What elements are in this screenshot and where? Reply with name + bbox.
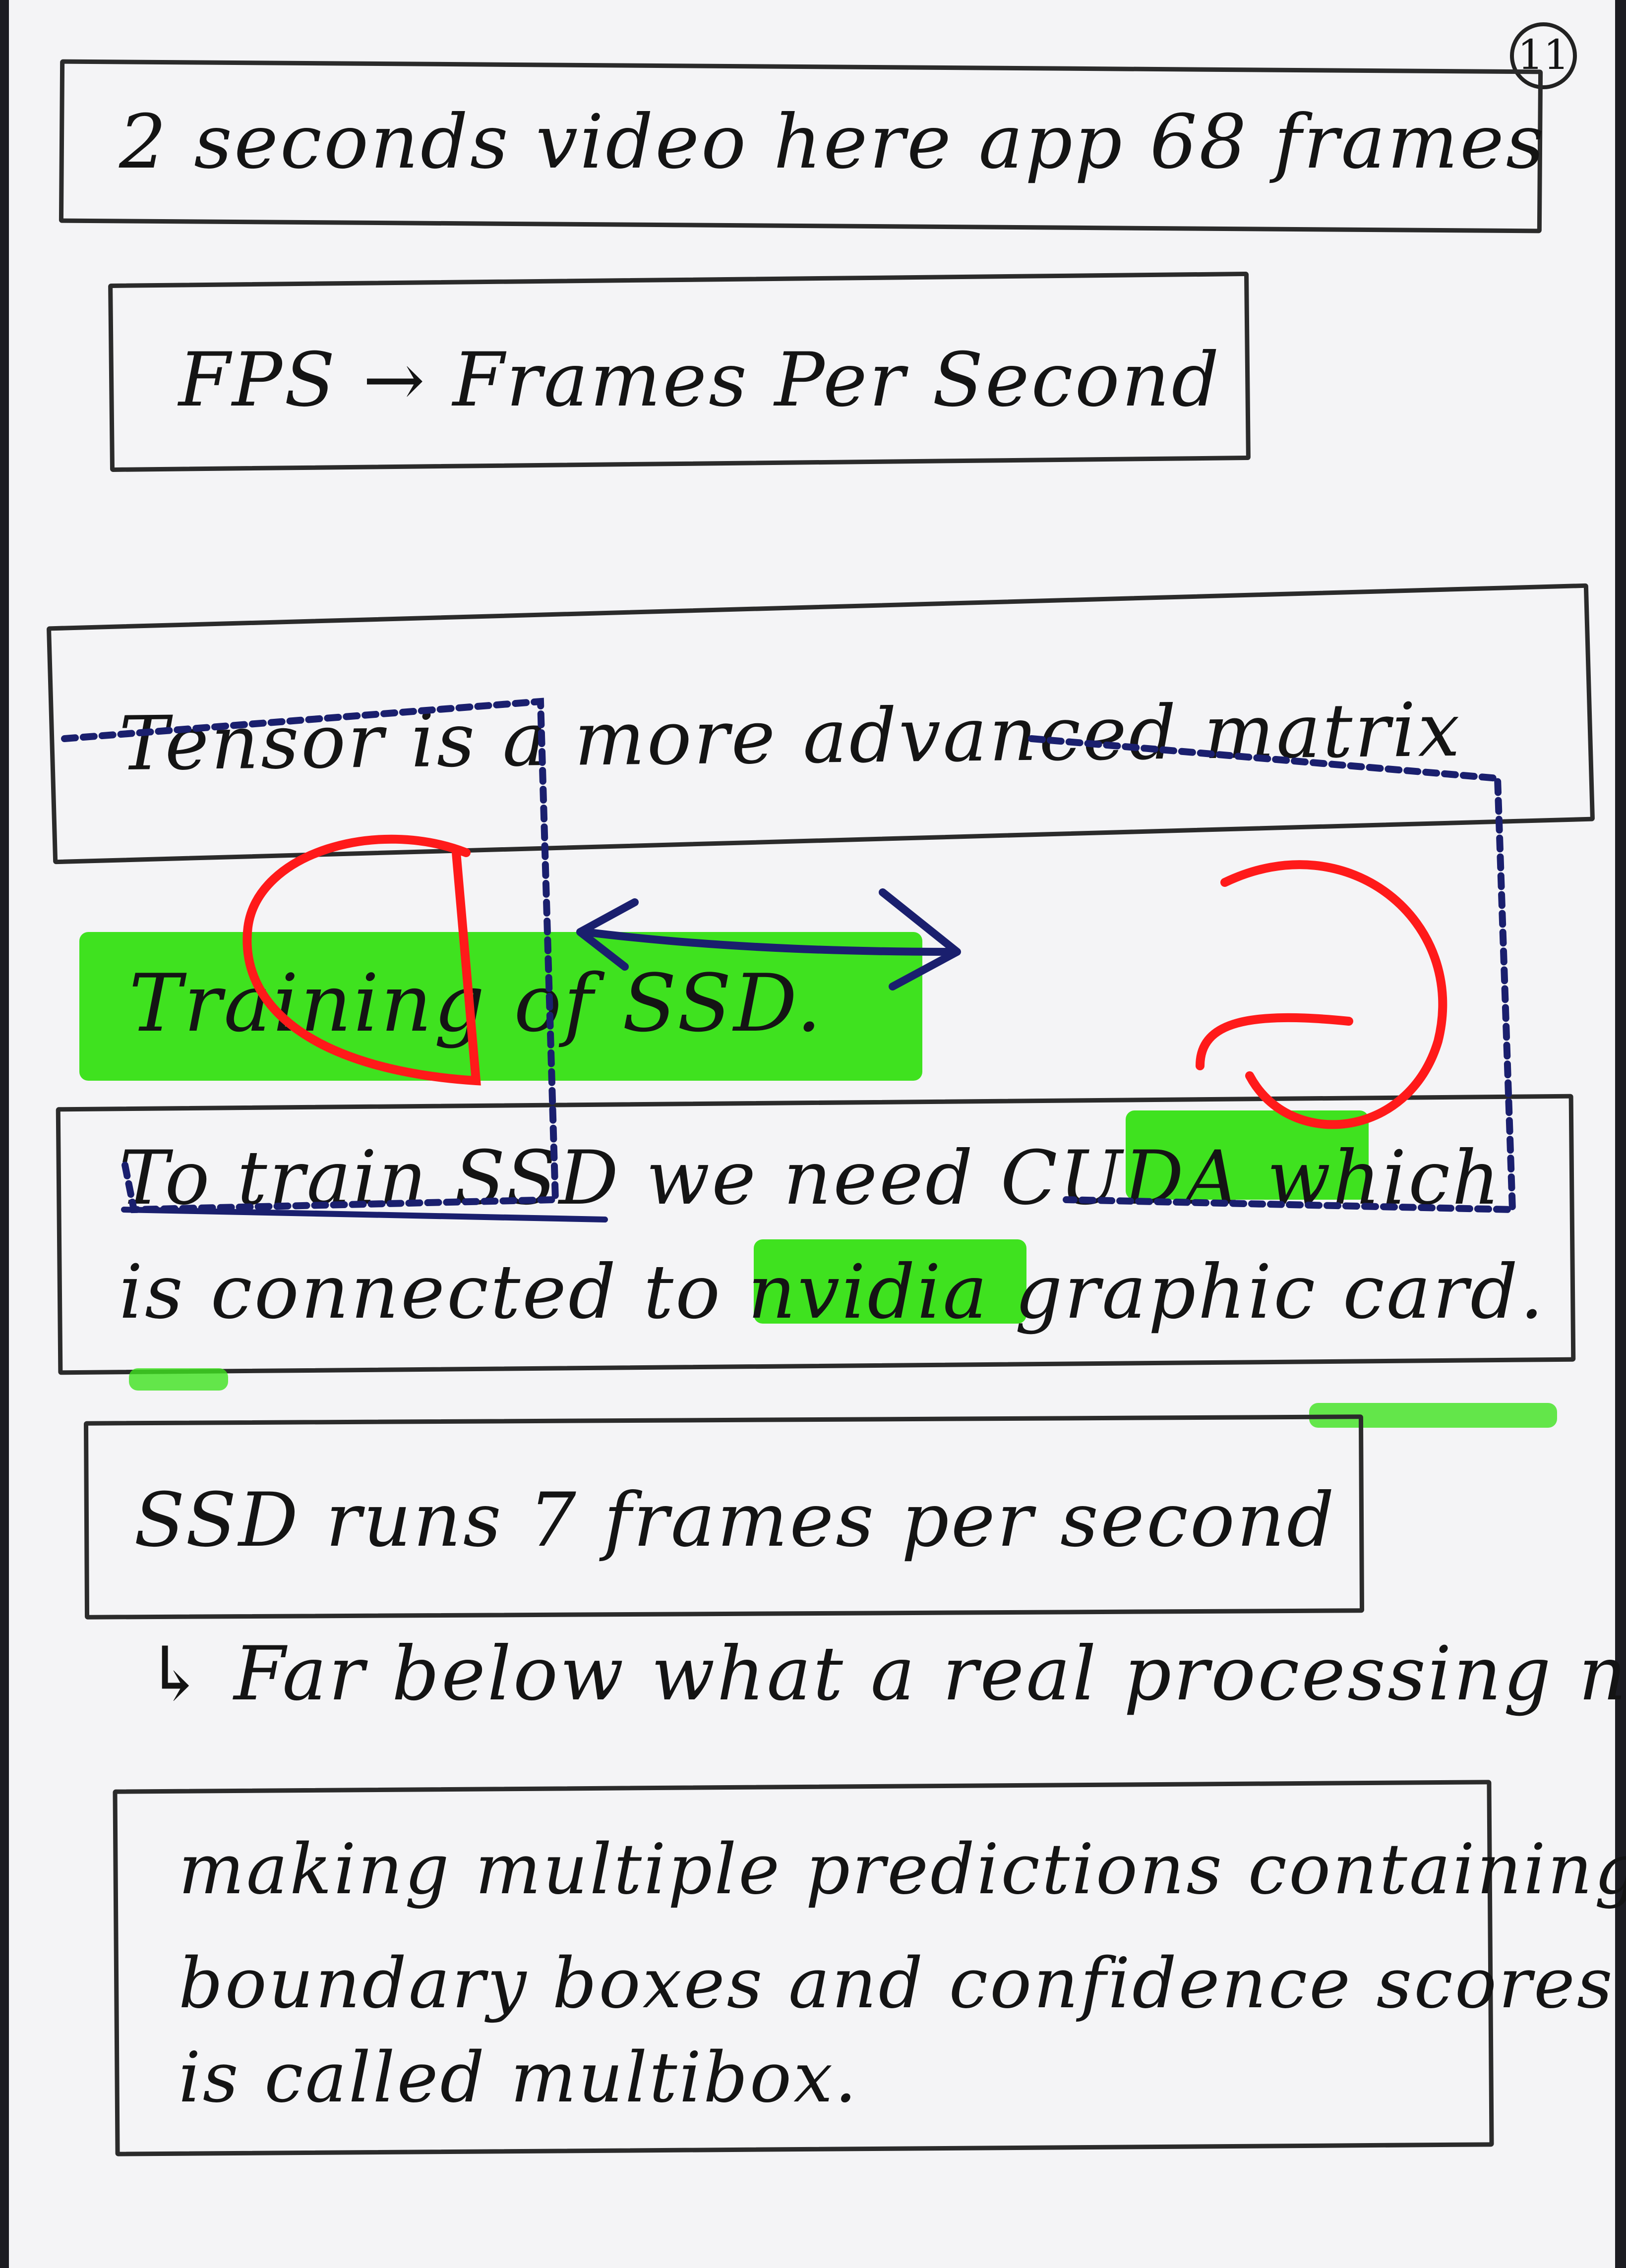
note-4-line-2: is connected to nvidia graphic card.	[119, 1249, 1546, 1336]
note-1-text: 2 seconds video here app 68 frames	[119, 99, 1546, 185]
page-edge-right	[1615, 0, 1626, 2268]
green-splash-left	[129, 1368, 228, 1391]
nvidia-highlight	[754, 1239, 1026, 1324]
note-6-text: ↳ Far below what a real processing needs…	[144, 1631, 1626, 1717]
note-7-line-1: making multiple predictions containing	[179, 1829, 1626, 1910]
note-2-text: FPS → Frames Per Second	[179, 337, 1221, 423]
red-loop-right	[1196, 860, 1447, 1129]
blue-dashed-bracket-left	[61, 698, 559, 1214]
note-5-text: SSD runs 7 frames per second	[134, 1477, 1336, 1564]
page-number: 11	[1510, 22, 1577, 89]
note-7-line-2: boundary boxes and confidence scores	[179, 1943, 1615, 2024]
heading-highlight	[79, 932, 922, 1081]
blue-double-arrow	[576, 888, 961, 990]
page-edge-left	[0, 0, 9, 2268]
red-loop-left	[242, 834, 481, 1086]
green-splash-right	[1309, 1403, 1557, 1428]
strike-through-to	[121, 1207, 608, 1222]
note-7-line-3: is called multibox.	[179, 2037, 859, 2118]
blue-dashed-bracket-right	[1028, 735, 1516, 1214]
